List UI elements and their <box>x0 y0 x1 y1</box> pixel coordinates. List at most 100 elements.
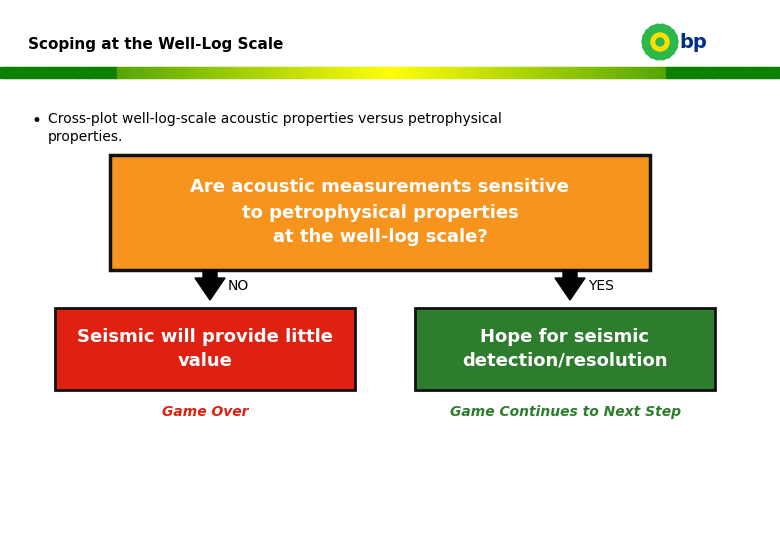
Bar <box>551 67 555 78</box>
Circle shape <box>667 32 677 43</box>
Bar <box>119 67 122 78</box>
Bar <box>736 67 739 78</box>
Bar <box>21 67 24 78</box>
Bar <box>481 67 484 78</box>
Bar <box>632 67 635 78</box>
Bar <box>151 67 154 78</box>
Bar <box>564 67 567 78</box>
Bar <box>236 67 239 78</box>
Text: YES: YES <box>588 279 614 293</box>
Bar <box>653 67 656 78</box>
Bar <box>335 67 339 78</box>
Bar <box>718 67 721 78</box>
Bar <box>606 67 609 78</box>
Bar <box>548 67 551 78</box>
Bar <box>460 67 463 78</box>
Bar <box>364 67 367 78</box>
Bar <box>585 67 588 78</box>
Bar <box>434 67 438 78</box>
Bar <box>385 67 388 78</box>
Circle shape <box>643 42 653 51</box>
Bar <box>411 67 414 78</box>
Bar <box>398 67 401 78</box>
Bar <box>185 67 188 78</box>
Bar <box>382 67 385 78</box>
Bar <box>658 67 661 78</box>
Bar <box>232 67 235 78</box>
Bar <box>211 67 214 78</box>
Bar <box>466 67 469 78</box>
Bar <box>302 67 305 78</box>
Bar <box>494 67 497 78</box>
Bar <box>177 67 180 78</box>
Bar <box>88 67 91 78</box>
Bar <box>73 67 76 78</box>
Bar <box>86 67 89 78</box>
Bar <box>419 67 422 78</box>
Bar <box>322 67 325 78</box>
Bar <box>286 67 289 78</box>
Bar <box>473 67 477 78</box>
Bar <box>629 67 633 78</box>
Bar <box>509 67 512 78</box>
Bar <box>507 67 510 78</box>
Bar <box>681 67 684 78</box>
Bar <box>304 67 307 78</box>
Text: Game Continues to Next Step: Game Continues to Next Step <box>449 405 680 419</box>
Bar <box>583 67 586 78</box>
Bar <box>226 67 229 78</box>
Bar <box>671 67 674 78</box>
Bar <box>117 67 120 78</box>
Circle shape <box>661 48 672 58</box>
Bar <box>645 67 648 78</box>
Bar <box>697 67 700 78</box>
Bar <box>486 67 489 78</box>
Bar <box>320 67 323 78</box>
Bar <box>499 67 502 78</box>
Circle shape <box>648 48 658 58</box>
Text: •: • <box>32 112 42 130</box>
Bar <box>109 67 112 78</box>
Bar <box>367 67 370 78</box>
Circle shape <box>667 42 677 51</box>
Bar <box>502 67 505 78</box>
Bar <box>224 67 227 78</box>
Bar <box>252 67 255 78</box>
Bar <box>692 67 695 78</box>
Circle shape <box>642 37 652 47</box>
Bar <box>751 67 754 78</box>
Bar <box>577 67 580 78</box>
Circle shape <box>668 37 678 47</box>
Bar <box>544 67 547 78</box>
FancyBboxPatch shape <box>415 308 715 390</box>
Bar <box>260 67 263 78</box>
Text: Are acoustic measurements sensitive
to petrophysical properties
at the well-log : Are acoustic measurements sensitive to p… <box>190 179 569 246</box>
Circle shape <box>645 29 655 39</box>
Bar <box>447 67 450 78</box>
Bar <box>353 67 356 78</box>
Bar <box>712 67 715 78</box>
Bar <box>234 67 237 78</box>
FancyBboxPatch shape <box>110 155 650 270</box>
Bar <box>478 67 481 78</box>
Bar <box>107 67 110 78</box>
Bar <box>310 67 313 78</box>
Bar <box>739 67 742 78</box>
Bar <box>187 67 190 78</box>
Bar <box>166 67 169 78</box>
Bar <box>749 67 752 78</box>
Bar <box>68 67 71 78</box>
Circle shape <box>658 24 667 34</box>
Bar <box>634 67 637 78</box>
Bar <box>567 67 570 78</box>
Polygon shape <box>555 270 585 300</box>
Bar <box>179 67 183 78</box>
Circle shape <box>653 24 663 34</box>
Circle shape <box>665 29 675 39</box>
Bar <box>369 67 372 78</box>
Bar <box>257 67 261 78</box>
Bar <box>661 67 664 78</box>
Bar <box>325 67 328 78</box>
Bar <box>115 67 118 78</box>
Bar <box>96 67 99 78</box>
